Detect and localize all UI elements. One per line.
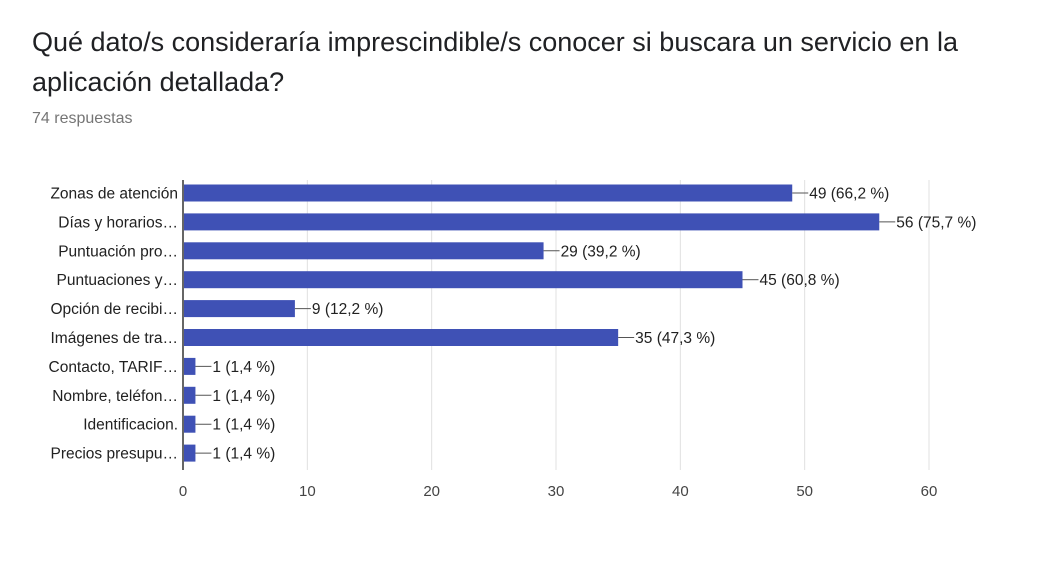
bar [184, 357, 196, 375]
x-tick-label: 0 [179, 483, 187, 500]
data-label: 35 (47,3 %) [635, 330, 715, 347]
bar [184, 329, 619, 346]
data-label: 56 (75,7 %) [896, 214, 976, 231]
response-count: 74 respuestas [32, 110, 133, 127]
bar [184, 300, 295, 318]
category-label: Precios presupu… [50, 446, 178, 463]
x-tick-label: 50 [796, 483, 813, 500]
bar [184, 386, 196, 404]
data-label: 45 (60,8 %) [760, 272, 840, 289]
category-label: Opción de recibi… [50, 301, 178, 318]
x-tick-label: 40 [672, 483, 689, 500]
data-label: 1 (1,4 %) [212, 446, 275, 463]
category-label: Imágenes de tra… [50, 330, 178, 347]
bar [184, 242, 544, 260]
data-label: 29 (39,2 %) [561, 243, 641, 260]
x-tick-label: 10 [299, 483, 316, 500]
category-label: Zonas de atención [50, 186, 178, 203]
x-tick-label: 20 [423, 483, 440, 500]
bar [184, 184, 793, 202]
bar [184, 415, 196, 433]
question-title: Qué dato/s consideraría imprescindible/s… [32, 27, 958, 97]
labels: 0 10 20 30 40 50 60 Zonas de atención 49 (66,2 %… [49, 186, 977, 501]
data-label: 1 (1,4 %) [212, 417, 275, 434]
data-label: 1 (1,4 %) [212, 359, 275, 376]
category-label: Puntuación pro… [58, 243, 178, 260]
category-label: Puntuaciones y… [57, 272, 179, 289]
category-label: Identificacion. [83, 417, 178, 434]
category-label: Días y horarios… [58, 214, 178, 231]
bar [184, 444, 196, 462]
x-tick-label: 30 [548, 483, 565, 500]
data-label: 1 (1,4 %) [212, 388, 275, 405]
data-label: 9 (12,2 %) [312, 301, 384, 318]
bar [184, 213, 880, 231]
category-label: Contacto, TARIF… [49, 359, 179, 376]
x-tick-label: 60 [921, 483, 938, 500]
category-label: Nombre, teléfon… [52, 388, 178, 405]
data-label: 49 (66,2 %) [809, 186, 889, 203]
bar [184, 271, 743, 289]
bars [184, 184, 880, 462]
